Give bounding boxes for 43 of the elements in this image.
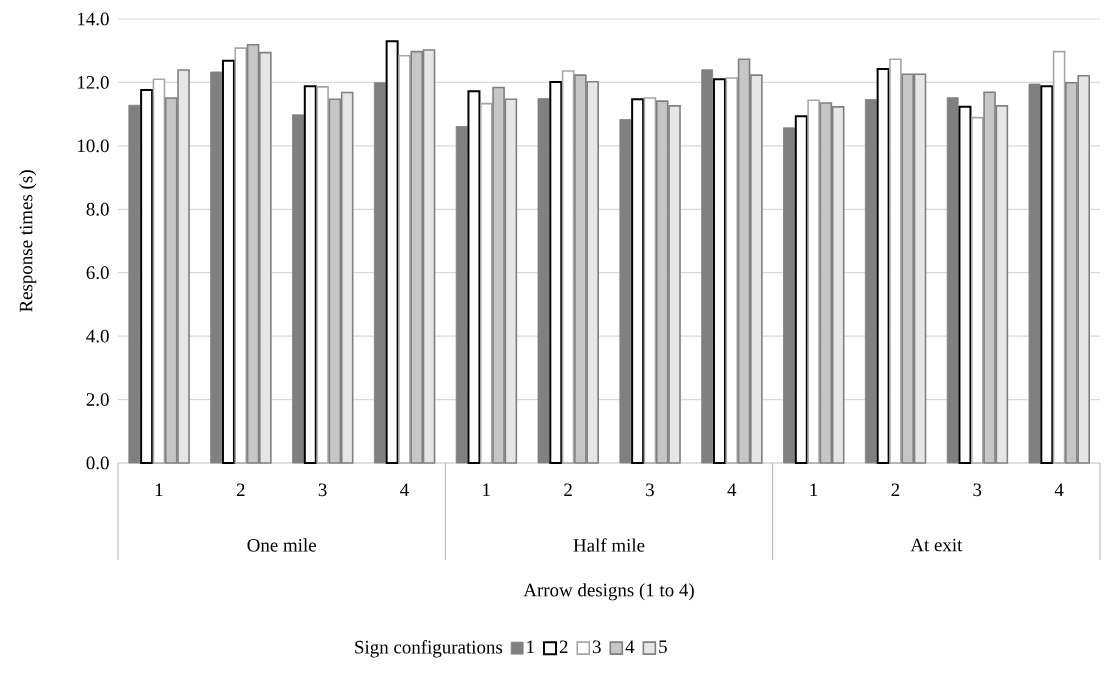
y-tick-label: 0.0 [86,456,109,470]
bar [292,114,304,464]
x-tick-label: 2 [564,483,572,497]
x-tick-label: 2 [891,483,900,497]
text: Half mile [573,538,645,552]
y-tick-label: 4.0 [86,329,109,343]
y-tick-label: 12.0 [78,76,109,89]
bar [210,71,223,464]
bar [128,104,141,464]
bar [537,98,550,464]
legend-label: 5 [659,640,667,654]
x-tick-label: 4 [400,483,409,496]
x-tick-label: 3 [646,483,654,497]
x-tick-label: 1 [155,483,163,497]
x-tick-label: 3 [973,483,982,497]
text: One mile [247,538,316,552]
y-tick-label: 6.0 [86,266,109,280]
y-axis-title: Response times (s) [19,170,37,312]
bar [455,126,468,464]
text: At exit [910,538,963,552]
legend-label: 3 [592,640,601,654]
legend-label: 2 [559,640,568,653]
y-tick-label: 10.0 [78,139,109,153]
legend-label: 1 [527,640,534,653]
x-tick-label: 4 [727,483,737,496]
bar [1028,83,1041,464]
legend-label: 4 [625,640,635,653]
bar [864,99,877,464]
x-axis-title: Arrow designs (1 to 4) [523,583,694,601]
bar [373,82,386,464]
bar [619,119,632,464]
legend-title: Sign configurations [355,640,503,658]
y-tick-label: 8.0 [86,202,109,216]
x-tick-label: 3 [318,483,327,497]
x-tick-label: 4 [1054,483,1064,496]
bar [946,97,959,464]
bar [783,127,795,464]
x-tick-label: 1 [810,483,818,497]
x-tick-label: 1 [483,483,490,497]
bar [701,69,714,464]
x-tick-label: 2 [236,483,245,497]
y-tick-label: 2.0 [86,393,109,406]
y-tick-label: 14.0 [78,12,109,26]
